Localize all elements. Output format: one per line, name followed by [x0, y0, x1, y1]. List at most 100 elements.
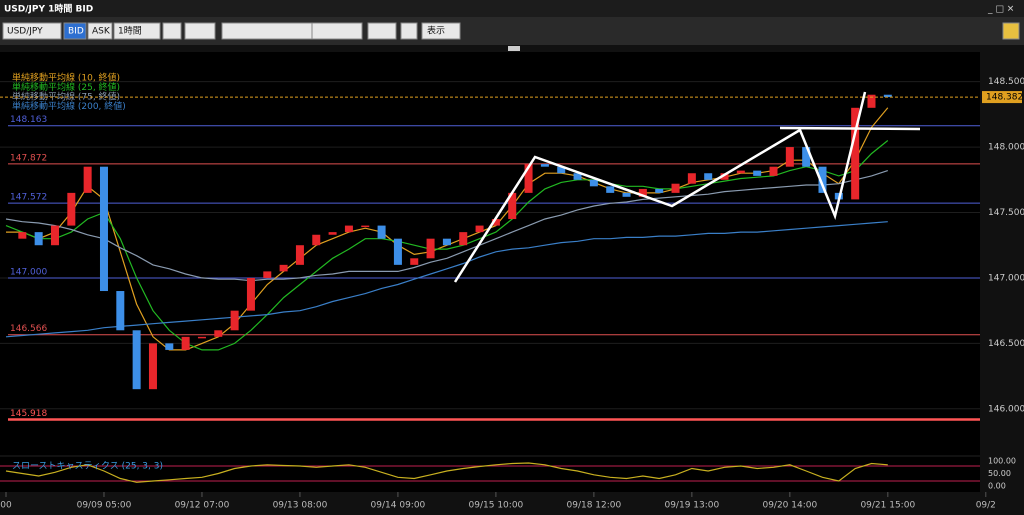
tool-button[interactable]: [162, 22, 182, 40]
ask: ASK: [92, 27, 111, 37]
candle: [687, 173, 696, 184]
collapse-tab[interactable]: [508, 46, 520, 51]
candle: [263, 271, 272, 278]
candle: [785, 147, 794, 167]
settings-button[interactable]: [1002, 22, 1020, 40]
candle: [295, 245, 304, 265]
y-tick-label: 0.00: [988, 482, 1006, 491]
candle: [573, 173, 582, 180]
ask-button[interactable]: [87, 22, 113, 40]
level-label: 148.163: [10, 115, 47, 125]
legend-entry: 単純移動平均線 (10, 終値): [12, 72, 120, 84]
view-button[interactable]: [421, 22, 461, 40]
stoch-line: [5, 462, 888, 483]
tool-group[interactable]: [221, 22, 313, 40]
candle: [410, 258, 419, 265]
plot: 146.000 146.500 147.000 147.500 148.000 148.5…: [0, 72, 1024, 511]
candle: [18, 232, 27, 239]
candle: [181, 336, 190, 350]
tool-group[interactable]: [311, 22, 363, 40]
candle: [246, 277, 255, 311]
candle: [802, 147, 811, 167]
x-tick-label: 09/12 07:00: [175, 501, 230, 511]
candle: [214, 330, 223, 337]
legend-entry: 単純移動平均線 (75, 終値): [12, 91, 120, 103]
x-tick-label: 09/20 14:00: [762, 501, 817, 511]
candle: [671, 183, 680, 193]
x-tick-label: 09/09 05:00: [77, 501, 132, 511]
x-tick-label: 09/2: [976, 501, 996, 511]
candle: [867, 94, 876, 108]
tool-button[interactable]: [184, 22, 216, 40]
last-price-box: [982, 91, 1022, 104]
candle: [67, 192, 76, 226]
toolbar-controls: USD/JPY BID ASK 1時間 表示: [2, 22, 1020, 40]
candle: [165, 343, 174, 350]
candle: [116, 291, 125, 331]
window-buttons[interactable]: _ □ ✕: [987, 5, 1014, 15]
legend-entry: 単純移動平均線 (25, 終値): [12, 81, 120, 93]
timeframe-select[interactable]: [113, 22, 161, 40]
candle: [589, 179, 598, 187]
candle: [426, 238, 435, 259]
candle: [377, 225, 386, 239]
x-tick-label: 09/19 13:00: [664, 501, 719, 511]
user-neckline: [779, 126, 921, 131]
candle: [491, 219, 500, 226]
title-bar: [0, 0, 1024, 17]
candle: [442, 238, 451, 246]
moving-average: [5, 140, 889, 351]
candle: [655, 188, 664, 193]
y-tick-label: 146.000: [988, 404, 1024, 414]
legend-entry: 単純移動平均線 (200, 終値): [12, 100, 126, 112]
bid: BID: [68, 27, 84, 37]
y-tick-label: 146.500: [988, 339, 1024, 349]
stoch-title: スローストキャスティクス (25, 3, 3): [12, 461, 163, 472]
moving-average: [5, 170, 888, 282]
candle: [344, 225, 353, 233]
y-tick-label: 147.000: [988, 273, 1024, 283]
symbol-select[interactable]: [2, 22, 62, 40]
moving-average: [5, 221, 888, 338]
candle: [83, 166, 92, 193]
tool-button[interactable]: [367, 22, 397, 40]
candle: [132, 330, 141, 390]
timeframe: 1時間: [118, 26, 142, 37]
candle: [230, 310, 239, 331]
candle: [459, 232, 468, 246]
y-tick-label: 148.500: [988, 77, 1024, 87]
candle: [606, 186, 615, 193]
user-trendline: [453, 91, 867, 283]
candle: [851, 107, 860, 200]
candle: [393, 238, 402, 265]
level-label: 147.872: [10, 153, 47, 163]
candle: [99, 166, 108, 292]
candle: [475, 225, 484, 233]
x-tick-label: 00: [0, 501, 12, 511]
level-label: 147.000: [10, 267, 47, 277]
candle: [540, 164, 549, 167]
tool-button[interactable]: [400, 22, 418, 40]
y-tick-label: 148.000: [988, 143, 1024, 153]
candle: [704, 173, 713, 180]
candle: [34, 232, 43, 246]
candle: [148, 343, 157, 390]
level-label: 146.566: [10, 324, 47, 334]
candle: [736, 170, 745, 174]
candle: [883, 94, 892, 98]
x-tick-label: 09/18 12:00: [567, 501, 622, 511]
candle: [279, 264, 288, 272]
level-label: 145.918: [10, 409, 47, 419]
view: 表示: [427, 25, 445, 37]
candle: [328, 232, 337, 235]
level-label: 147.572: [10, 193, 47, 203]
candle: [753, 170, 762, 176]
candle: [557, 166, 566, 174]
symbol: USD/JPY: [7, 27, 43, 37]
x-tick-label: 09/14 09:00: [371, 501, 426, 511]
window-title: USD/JPY 1時間 BID: [4, 3, 93, 15]
bid-button[interactable]: [63, 22, 87, 40]
candle: [50, 225, 59, 246]
candle: [312, 234, 321, 246]
